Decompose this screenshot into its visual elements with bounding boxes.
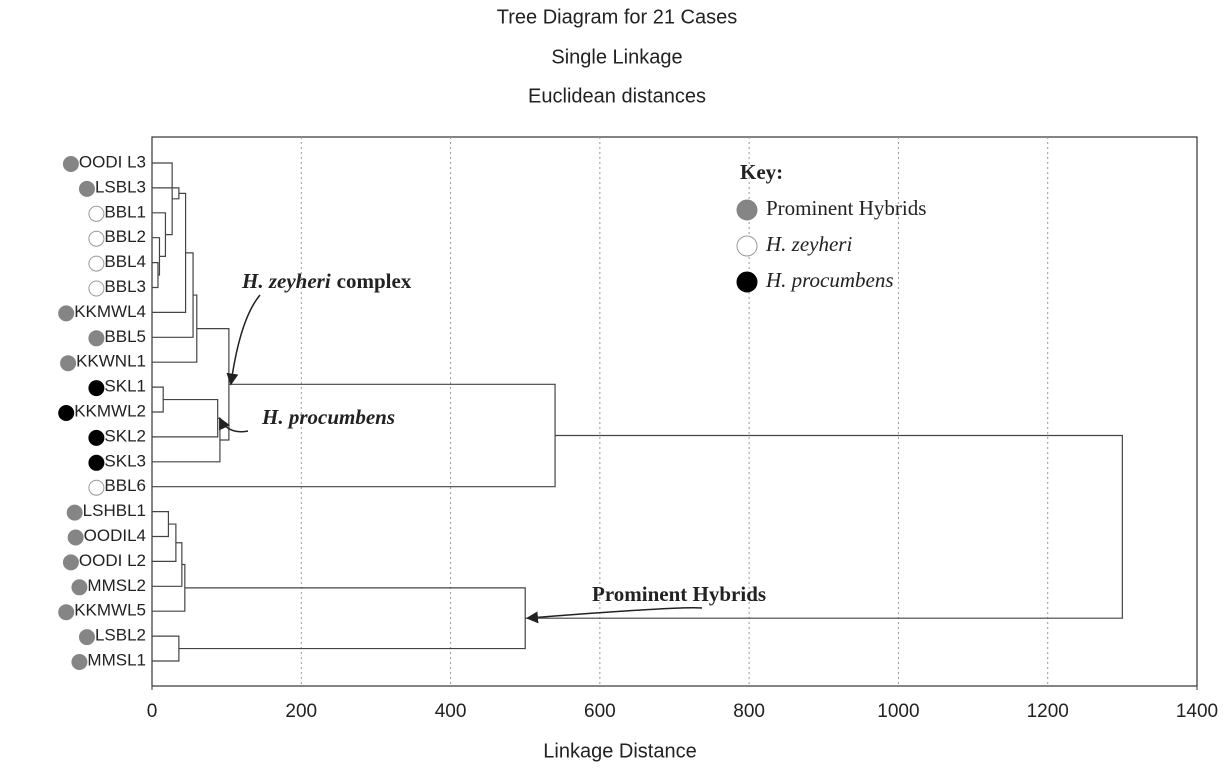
leaf-marker	[88, 280, 105, 297]
dendrogram-link	[152, 187, 180, 200]
x-tick-label: 200	[285, 701, 317, 722]
x-axis-label: Linkage Distance	[543, 740, 696, 762]
legend-marker	[736, 235, 758, 257]
leaf-marker	[88, 454, 105, 471]
annotation-part: Prominent Hybrids	[592, 582, 766, 606]
dendrogram-link	[152, 386, 164, 413]
leaf-label: BBL2	[104, 227, 146, 246]
chart-subtitle: Euclidean distances	[528, 85, 706, 107]
leaf-marker	[58, 405, 75, 421]
leaf-label: MMSL2	[87, 576, 146, 595]
leaf-label: KKMWL4	[74, 302, 146, 321]
leaf-label: SKL3	[104, 451, 146, 470]
legend-label: H. zeyheri	[765, 232, 852, 256]
leaf-label: BBL3	[104, 277, 146, 296]
x-tick-label: 400	[435, 701, 467, 722]
leaf-marker	[60, 355, 77, 372]
leaf-label: SKL2	[104, 426, 146, 445]
leaf-marker	[88, 230, 105, 247]
leaf-marker	[58, 604, 75, 621]
leaf-label: BBL1	[104, 202, 146, 221]
annotation-arrow	[526, 606, 703, 624]
leaf-label: KKWNL1	[76, 352, 146, 371]
legend-label: Prominent Hybrids	[766, 196, 926, 220]
dendrogram-link	[525, 434, 1123, 619]
dendrogram-link	[152, 511, 170, 538]
leaf-marker	[62, 554, 79, 571]
dendrogram-link	[152, 383, 556, 488]
leaf-label: MMSL1	[87, 650, 146, 669]
x-tick-label: 1400	[1176, 701, 1218, 722]
leaf-marker	[62, 156, 79, 172]
dendrogram-link	[152, 398, 219, 438]
leaf-label: LSBL2	[95, 626, 146, 645]
dendrogram-link	[152, 294, 198, 363]
annotation: H. procumbens	[261, 405, 395, 429]
annotation-arrow	[219, 417, 249, 433]
leaf-marker	[78, 180, 95, 197]
leaf-marker	[88, 255, 105, 272]
annotation-part: H. procumbens	[261, 405, 395, 429]
leaf-marker	[67, 529, 84, 546]
legend-title: Key:	[740, 160, 783, 184]
leaf-marker	[78, 629, 95, 646]
leaf-label: KKMWL2	[74, 401, 146, 420]
leaf-marker	[58, 305, 75, 322]
leaf-label: LSBL3	[95, 177, 146, 196]
leaf-marker	[88, 479, 105, 496]
leaf-marker	[88, 205, 105, 222]
x-tick-label: 0	[147, 701, 158, 722]
annotation-part: H. zeyheri	[241, 269, 331, 293]
leaf-label: SKL1	[104, 377, 146, 396]
chart-subtitle: Single Linkage	[551, 46, 682, 68]
dendrogram-link	[152, 162, 173, 236]
annotation-part: complex	[337, 269, 412, 293]
x-tick-label: 1000	[877, 701, 919, 722]
dendrogram-link	[152, 237, 161, 276]
dendrogram-link	[152, 262, 159, 289]
leaf-label: OODI L2	[79, 551, 146, 570]
leaf-label: OODI L3	[79, 152, 146, 171]
leaf-marker	[71, 654, 88, 670]
x-tick-label: 600	[584, 701, 616, 722]
legend-label: H. procumbens	[765, 268, 894, 292]
x-tick-label: 800	[733, 701, 765, 722]
dendrogram-link	[152, 417, 221, 463]
chart-title: Tree Diagram for 21 Cases	[497, 6, 737, 28]
dendrogram-link	[152, 192, 187, 313]
dendrogram-link	[152, 542, 183, 587]
x-tick-label: 1200	[1027, 701, 1069, 722]
leaf-marker	[71, 579, 88, 596]
dendrogram-link	[152, 212, 167, 257]
legend-marker	[736, 199, 758, 221]
leaf-label: BBL6	[104, 476, 146, 495]
leaf-marker	[66, 504, 83, 521]
leaf-label: KKMWL5	[74, 601, 146, 620]
leaf-label: BBL4	[104, 252, 146, 271]
annotation: Prominent Hybrids	[592, 582, 766, 606]
dendrogram-link	[178, 587, 526, 650]
leaf-label: LSHBL1	[83, 501, 146, 520]
annotation-arrow	[226, 294, 261, 386]
dendrogram-link	[152, 563, 186, 612]
annotation: H. zeyheri complex	[241, 269, 412, 293]
legend-marker	[736, 271, 758, 293]
leaf-marker	[88, 380, 105, 397]
leaf-marker	[88, 330, 105, 347]
leaf-label: BBL5	[104, 327, 146, 346]
dendrogram-link	[152, 635, 180, 662]
dendrogram-link	[196, 328, 230, 441]
dendrogram-link	[152, 523, 177, 562]
leaf-label: OODIL4	[84, 526, 146, 545]
leaf-marker	[88, 429, 105, 446]
